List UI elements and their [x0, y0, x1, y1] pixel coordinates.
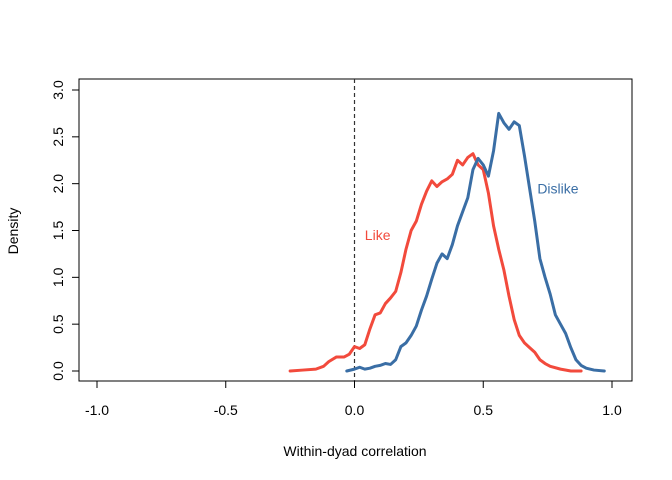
series-label-dislike: Dislike	[537, 180, 578, 196]
y-axis: 0.0 0.5 1.0 1.5 2.0 2.5 3.0	[50, 80, 80, 381]
x-tick-label: 0.5	[474, 402, 494, 418]
x-tick-label: 0.0	[345, 402, 365, 418]
series-layer	[288, 111, 606, 373]
series-label-like: Like	[365, 227, 391, 243]
y-tick-label: 0.5	[50, 314, 66, 334]
plot-frame	[78, 78, 633, 382]
y-tick-label: 0.0	[50, 361, 66, 381]
series-line-like	[288, 152, 583, 373]
x-tick-label: 1.0	[602, 402, 622, 418]
y-tick-label: 2.0	[50, 174, 66, 194]
y-tick-label: 1.0	[50, 267, 66, 287]
x-tick-label: -0.5	[214, 402, 238, 418]
x-axis: -1.0 -0.5 0.0 0.5 1.0	[85, 380, 622, 418]
x-axis-title: Within-dyad correlation	[283, 443, 426, 459]
annotation-layer: Like Dislike	[365, 180, 579, 243]
y-axis-title: Density	[5, 208, 21, 255]
x-tick-label: -1.0	[85, 402, 109, 418]
y-tick-label: 3.0	[50, 80, 66, 100]
series-line-dislike	[345, 111, 606, 373]
y-tick-label: 2.5	[50, 127, 66, 147]
y-tick-label: 1.5	[50, 221, 66, 241]
